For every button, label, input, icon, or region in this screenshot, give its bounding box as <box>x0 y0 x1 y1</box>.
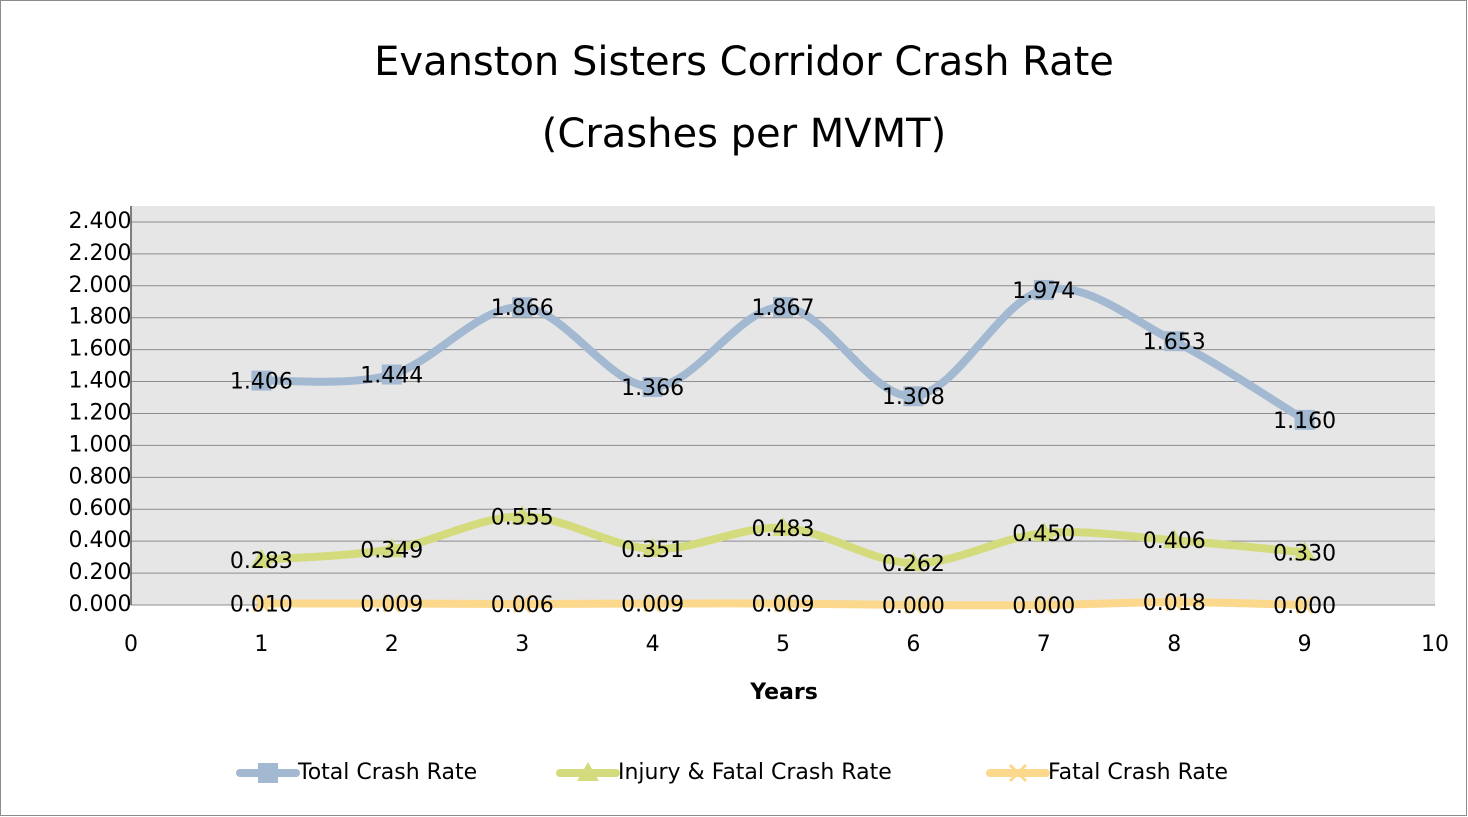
marker <box>251 370 272 391</box>
data-label: 0.000 <box>882 594 945 619</box>
chart-title: (Crashes per MVMT) <box>542 111 946 157</box>
data-label: 0.555 <box>491 505 554 530</box>
y-tick-label: 0.200 <box>69 560 132 585</box>
x-tick-label: 0 <box>124 632 138 657</box>
data-label: 1.653 <box>1143 330 1206 355</box>
data-label: 0.006 <box>491 593 554 618</box>
data-label: 0.009 <box>360 593 423 618</box>
legend-label: Fatal Crash Rate <box>1048 760 1228 785</box>
marker <box>773 297 793 318</box>
data-label: 0.000 <box>1273 594 1336 619</box>
legend-label: Injury & Fatal Crash Rate <box>618 760 892 785</box>
x-tick-label: 4 <box>646 632 660 657</box>
data-label: 1.867 <box>752 296 815 321</box>
marker <box>904 595 923 615</box>
marker <box>513 594 532 614</box>
x-tick-label: 6 <box>906 632 920 657</box>
marker <box>381 364 402 385</box>
y-tick-label: 2.200 <box>69 241 132 266</box>
data-label: 0.009 <box>621 593 684 618</box>
y-tick-label: 0.600 <box>69 496 132 521</box>
x-tick-label: 10 <box>1421 632 1449 657</box>
marker <box>511 505 534 525</box>
marker <box>903 386 924 407</box>
data-label: 0.283 <box>230 549 293 574</box>
marker <box>1008 763 1028 783</box>
x-tick-label: 2 <box>385 632 399 657</box>
legend-item: Injury & Fatal Crash Rate <box>556 760 892 785</box>
marker <box>1033 279 1054 300</box>
data-label: 1.444 <box>360 364 423 389</box>
marker <box>1294 409 1315 430</box>
marker <box>642 376 663 397</box>
x-axis-title: Years <box>749 680 818 705</box>
marker <box>252 594 271 613</box>
data-label: 1.974 <box>1012 279 1075 304</box>
data-label: 1.308 <box>882 385 945 410</box>
data-label: 1.406 <box>230 370 293 395</box>
data-label: 0.450 <box>1012 522 1075 547</box>
marker <box>577 762 599 781</box>
data-label: 0.018 <box>1143 591 1206 616</box>
data-label: 0.406 <box>1143 529 1206 554</box>
legend-label: Total Crash Rate <box>297 760 477 785</box>
data-label: 0.351 <box>621 538 684 563</box>
x-tick-label: 7 <box>1037 632 1051 657</box>
marker <box>643 594 662 613</box>
data-label: 0.262 <box>882 552 945 577</box>
data-label: 1.160 <box>1273 409 1336 434</box>
marker <box>1293 541 1316 561</box>
data-label: 0.483 <box>752 517 815 542</box>
legend-item: Total Crash Rate <box>236 760 477 785</box>
marker <box>772 516 794 536</box>
marker <box>773 594 793 613</box>
marker <box>641 537 664 557</box>
data-label: 0.000 <box>1012 594 1075 619</box>
marker <box>902 552 925 572</box>
marker <box>250 548 273 568</box>
data-label: 0.010 <box>230 592 293 617</box>
y-tick-label: 1.000 <box>69 432 132 457</box>
y-tick-label: 2.400 <box>69 209 132 234</box>
marker <box>1032 522 1055 542</box>
y-tick-label: 1.800 <box>69 305 132 330</box>
marker <box>382 594 401 613</box>
marker <box>1295 595 1314 615</box>
marker <box>1164 331 1185 352</box>
x-tick-label: 1 <box>254 632 268 657</box>
data-label: 1.866 <box>491 296 554 321</box>
x-tick-label: 8 <box>1167 632 1181 657</box>
data-label: 1.366 <box>621 376 684 401</box>
y-tick-label: 1.200 <box>69 400 132 425</box>
marker <box>512 297 533 318</box>
x-tick-label: 3 <box>515 632 529 657</box>
marker <box>1165 593 1184 612</box>
data-label: 0.330 <box>1273 541 1336 566</box>
x-tick-label: 5 <box>776 632 790 657</box>
data-label: 0.009 <box>752 593 815 618</box>
marker <box>1163 529 1186 549</box>
y-tick-label: 2.000 <box>69 273 132 298</box>
y-tick-label: 1.400 <box>69 369 132 394</box>
legend-item: Fatal Crash Rate <box>986 760 1228 785</box>
data-label: 0.349 <box>360 538 423 563</box>
y-tick-label: 0.800 <box>69 464 132 489</box>
y-tick-label: 1.600 <box>69 337 132 362</box>
chart-title: Evanston Sisters Corridor Crash Rate <box>374 39 1114 85</box>
marker <box>380 538 403 558</box>
marker <box>1034 595 1053 615</box>
marker <box>258 763 278 783</box>
plot-area <box>131 206 1435 605</box>
y-tick-label: 0.400 <box>69 528 132 553</box>
x-tick-label: 9 <box>1298 632 1312 657</box>
y-tick-label: 0.000 <box>69 592 132 617</box>
